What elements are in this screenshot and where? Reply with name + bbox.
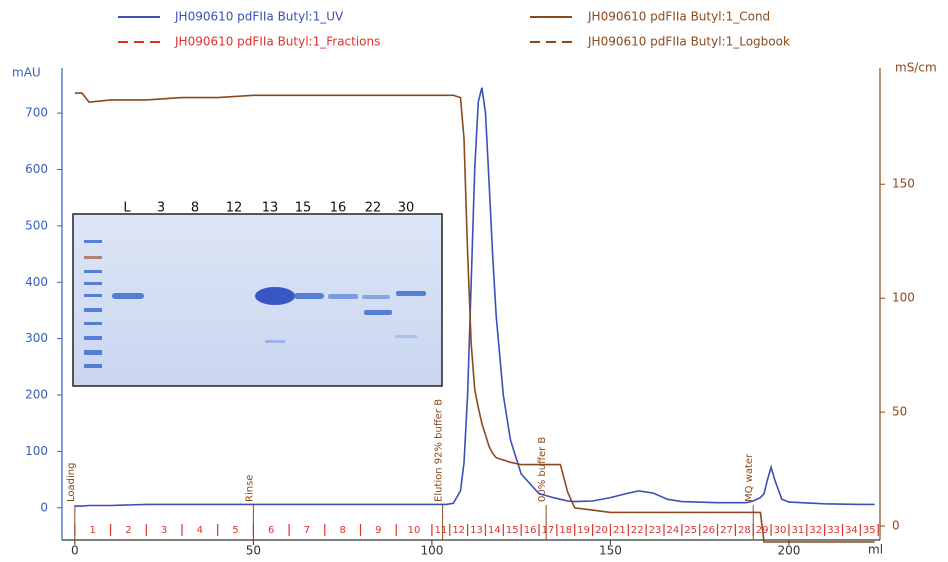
fraction-label: 27: [720, 525, 733, 536]
fraction-label: 16: [524, 525, 537, 536]
series-line: [74, 92, 875, 543]
gel-lane-label: 22: [365, 201, 382, 216]
y-tick-label: 700: [25, 106, 48, 120]
gel-lane-label: 16: [330, 201, 347, 216]
fraction-label: 35: [863, 525, 876, 536]
fraction-label: 10: [408, 525, 421, 536]
fraction-label: 31: [792, 525, 805, 536]
fraction-label: 8: [339, 525, 345, 536]
fraction-label: 17: [542, 525, 555, 536]
y2-tick-label: 100: [892, 291, 915, 305]
gel-lane-label: 30: [398, 201, 415, 216]
fraction-label: 25: [684, 525, 697, 536]
gel-image: [72, 213, 443, 387]
fraction-label: 21: [613, 525, 626, 536]
y-tick-label: 200: [25, 388, 48, 402]
fraction-label: 22: [631, 525, 644, 536]
y2-tick-label: 0: [892, 519, 900, 533]
legend-label: JH090610 pdFIIa Butyl:1_Logbook: [587, 35, 790, 49]
x-tick-label: 150: [599, 544, 622, 558]
x-axis-label: ml: [868, 543, 883, 557]
fraction-label: 7: [304, 525, 310, 536]
logbook-label: Loading: [66, 463, 77, 502]
y-tick-label: 300: [25, 331, 48, 345]
x-tick-label: 0: [71, 544, 79, 558]
y-tick-label: 600: [25, 162, 48, 176]
x-tick-label: 200: [777, 544, 800, 558]
legend-label: JH090610 pdFIIa Butyl:1_UV: [174, 10, 344, 24]
y2-tick-label: 150: [892, 177, 915, 191]
fraction-label: 28: [738, 525, 751, 536]
fraction-label: 5: [232, 525, 238, 536]
series-line: [74, 87, 875, 507]
fraction-label: 11: [434, 525, 447, 536]
x-tick-label: 100: [420, 544, 443, 558]
y-tick-label: 100: [25, 444, 48, 458]
logbook-label: MQ water: [744, 453, 755, 502]
gel-lane-label: 13: [262, 201, 279, 216]
fraction-label: 1: [90, 525, 96, 536]
fraction-label: 18: [559, 525, 572, 536]
y2-tick-label: 50: [892, 405, 907, 419]
legend-label: JH090610 pdFIIa Butyl:1_Cond: [587, 10, 770, 24]
fraction-label: 32: [809, 525, 822, 536]
fraction-label: 30: [774, 525, 787, 536]
y-tick-label: 400: [25, 275, 48, 289]
fraction-label: 14: [488, 525, 501, 536]
gel-lane-label: 15: [295, 201, 312, 216]
logbook-label: Rinse: [244, 475, 255, 502]
legend-label: JH090610 pdFIIa Butyl:1_Fractions: [174, 35, 380, 49]
y-axis-label: mAU: [12, 66, 41, 80]
gel-lane-label: 8: [191, 201, 199, 216]
fraction-label: 20: [595, 525, 608, 536]
y-tick-label: 0: [40, 500, 48, 514]
fraction-label: 12: [452, 525, 465, 536]
fraction-label: 19: [577, 525, 590, 536]
fraction-label: 24: [667, 525, 680, 536]
y2-axis-label: mS/cm: [895, 61, 937, 75]
fraction-label: 6: [268, 525, 274, 536]
fraction-label: 13: [470, 525, 483, 536]
fraction-label: 9: [375, 525, 381, 536]
fraction-label: 2: [125, 525, 131, 536]
fraction-label: 26: [702, 525, 715, 536]
gel-lane-label: 12: [226, 201, 243, 216]
fraction-label: 33: [827, 525, 840, 536]
logbook-label: Elution 92% buffer B: [434, 399, 445, 502]
y-tick-label: 500: [25, 218, 48, 232]
fraction-label: 3: [161, 525, 167, 536]
fraction-label: 15: [506, 525, 519, 536]
fraction-label: 4: [197, 525, 203, 536]
gel-lane-label: L: [123, 201, 131, 216]
logbook-label: 00% buffer B: [537, 437, 548, 502]
fraction-label: 23: [649, 525, 662, 536]
x-tick-label: 50: [246, 544, 261, 558]
gel-lane-label: 3: [157, 201, 165, 216]
legend: JH090610 pdFIIa Butyl:1_UV JH090610 pdFI…: [118, 10, 790, 49]
fraction-label: 34: [845, 525, 858, 536]
